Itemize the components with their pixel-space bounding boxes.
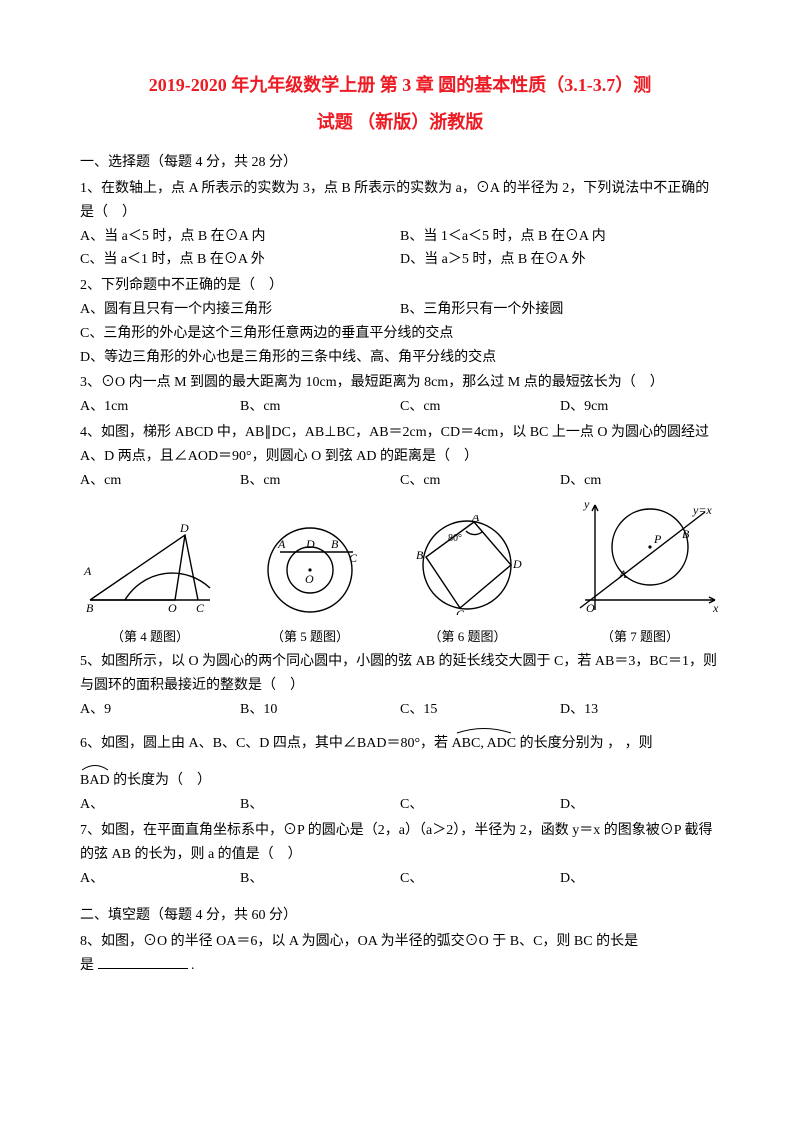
arc-bad-label: BAD — [80, 773, 110, 788]
figure-6-svg: A B C D 80° — [400, 515, 535, 615]
svg-text:B: B — [331, 537, 339, 551]
q4-option-a: A、cm — [80, 469, 240, 493]
title-line2: 试题 （新版）浙教版 — [80, 107, 720, 138]
figure-5-svg: A D B C O — [245, 520, 375, 615]
svg-text:O: O — [168, 601, 177, 615]
q6-text-a: 6、如图，圆上由 A、B、C、D 四点，其中∠BAD＝80°，若 — [80, 736, 448, 751]
q4-option-b: B、cm — [240, 469, 400, 493]
svg-text:A: A — [471, 515, 480, 524]
svg-text:80°: 80° — [448, 533, 462, 544]
arc-bad: BAD — [80, 769, 110, 793]
q7-option-a: A、 — [80, 867, 240, 891]
q2-option-d: D、等边三角形的外心也是三角形的三条中线、高、角平分线的交点 — [80, 346, 720, 370]
q3-option-a: A、1cm — [80, 395, 240, 419]
svg-text:O: O — [586, 601, 595, 615]
svg-text:D: D — [179, 521, 189, 535]
question-8-blank-prefix: 是 — [80, 958, 94, 973]
q2-option-b: B、三角形只有一个外接圆 — [400, 298, 720, 322]
svg-text:C: C — [349, 551, 358, 565]
svg-text:D: D — [305, 537, 315, 551]
question-5: 5、如图所示，以 O 为圆心的两个同心圆中，小圆的弦 AB 的延长线交大圆于 C… — [80, 650, 720, 721]
svg-text:y=x: y=x — [692, 503, 712, 517]
figure-4-caption: （第 4 题图） — [80, 626, 220, 648]
question-7-text: 7、如图，在平面直角坐标系中，⊙P 的圆心是（2，a）（a＞2），半径为 2，函… — [80, 819, 720, 867]
q6-text-b: 的长度分别为 ， ，则 — [520, 736, 653, 751]
q6-option-d: D、 — [560, 793, 720, 817]
svg-text:O: O — [305, 572, 314, 586]
section-2-heading: 二、填空题（每题 4 分，共 60 分） — [80, 904, 720, 928]
arc-abc-adc: ABC, ADC — [452, 732, 517, 756]
q1-option-a: A、当 a＜5 时，点 B 在⊙A 内 — [80, 225, 400, 249]
figure-7-caption: （第 7 题图） — [560, 626, 720, 648]
q4-option-d: D、cm — [560, 469, 720, 493]
svg-text:A: A — [618, 567, 627, 581]
question-3: 3、⊙O 内一点 M 到圆的最大距离为 10cm，最短距离为 8cm，那么过 M… — [80, 371, 720, 419]
svg-text:B: B — [86, 601, 94, 615]
figure-4: A D B O C （第 4 题图） — [80, 520, 220, 648]
q6-option-c: C、 — [400, 793, 560, 817]
q2-option-c: C、三角形的外心是这个三角形任意两边的垂直平分线的交点 — [80, 322, 720, 346]
q4-option-c: C、cm — [400, 469, 560, 493]
question-4-text: 4、如图，梯形 ABCD 中，AB∥DC，AB⊥BC，AB＝2cm，CD＝4cm… — [80, 421, 720, 469]
q1-option-c: C、当 a＜1 时，点 B 在⊙A 外 — [80, 248, 400, 272]
question-1-text: 1、在数轴上，点 A 所表示的实数为 3，点 B 所表示的实数为 a，⊙A 的半… — [80, 177, 720, 225]
q3-option-c: C、cm — [400, 395, 560, 419]
svg-text:A: A — [83, 564, 92, 578]
q7-option-d: D、 — [560, 867, 720, 891]
question-8-text-b: . — [191, 958, 195, 973]
svg-text:B: B — [682, 527, 690, 541]
svg-text:D: D — [512, 557, 522, 571]
question-5-text: 5、如图所示，以 O 为圆心的两个同心圆中，小圆的弦 AB 的延长线交大圆于 C… — [80, 650, 720, 698]
title-line1: 2019-2020 年九年级数学上册 第 3 章 圆的基本性质（3.1-3.7）… — [80, 70, 720, 101]
svg-text:y: y — [583, 500, 590, 511]
svg-text:B: B — [416, 548, 424, 562]
q3-option-d: D、9cm — [560, 395, 720, 419]
question-2: 2、下列命题中不正确的是（ ） A、圆有且只有一个内接三角形 B、三角形只有一个… — [80, 274, 720, 369]
figures-row: A D B O C （第 4 题图） A D B C O （第 5 题图） — [80, 500, 720, 648]
section-1-heading: 一、选择题（每题 4 分，共 28 分） — [80, 151, 720, 175]
question-1: 1、在数轴上，点 A 所表示的实数为 3，点 B 所表示的实数为 a，⊙A 的半… — [80, 177, 720, 272]
figure-4-svg: A D B O C — [80, 520, 220, 615]
svg-text:C: C — [196, 601, 205, 615]
arc-abc-adc-label: ABC, ADC — [452, 736, 517, 751]
q1-option-d: D、当 a＞5 时，点 B 在⊙A 外 — [400, 248, 720, 272]
fill-blank[interactable] — [98, 968, 188, 969]
question-3-text: 3、⊙O 内一点 M 到圆的最大距离为 10cm，最短距离为 8cm，那么过 M… — [80, 371, 720, 395]
question-2-text: 2、下列命题中不正确的是（ ） — [80, 274, 720, 298]
figure-6: A B C D 80° （第 6 题图） — [400, 515, 535, 648]
question-8: 8、如图，⊙O 的半径 OA＝6，以 A 为圆心，OA 为半径的弧交⊙O 于 B… — [80, 930, 720, 978]
q6-option-a: A、 — [80, 793, 240, 817]
svg-text:C: C — [456, 607, 465, 615]
figure-6-caption: （第 6 题图） — [400, 626, 535, 648]
q5-option-d: D、13 — [560, 698, 720, 722]
q6-text-c: 的长度为（ ） — [113, 773, 211, 788]
question-6: 6、如图，圆上由 A、B、C、D 四点，其中∠BAD＝80°，若 ABC, AD… — [80, 732, 720, 817]
figure-5: A D B C O （第 5 题图） — [245, 520, 375, 648]
q7-option-c: C、 — [400, 867, 560, 891]
question-6-text: 6、如图，圆上由 A、B、C、D 四点，其中∠BAD＝80°，若 ABC, AD… — [80, 732, 720, 756]
question-8-text-a: 8、如图，⊙O 的半径 OA＝6，以 A 为圆心，OA 为半径的弧交⊙O 于 B… — [80, 934, 638, 949]
svg-text:x: x — [712, 601, 719, 615]
q5-option-b: B、10 — [240, 698, 400, 722]
svg-text:A: A — [277, 537, 286, 551]
figure-7: x y O y=x P A B （第 7 题图） — [560, 500, 720, 648]
q1-option-b: B、当 1＜a＜5 时，点 B 在⊙A 内 — [400, 225, 720, 249]
q5-option-a: A、9 — [80, 698, 240, 722]
q3-option-b: B、cm — [240, 395, 400, 419]
svg-text:P: P — [653, 532, 662, 546]
q7-option-b: B、 — [240, 867, 400, 891]
q2-option-a: A、圆有且只有一个内接三角形 — [80, 298, 400, 322]
question-7: 7、如图，在平面直角坐标系中，⊙P 的圆心是（2，a）（a＞2），半径为 2，函… — [80, 819, 720, 890]
figure-5-caption: （第 5 题图） — [245, 626, 375, 648]
question-4: 4、如图，梯形 ABCD 中，AB∥DC，AB⊥BC，AB＝2cm，CD＝4cm… — [80, 421, 720, 492]
q6-option-b: B、 — [240, 793, 400, 817]
figure-7-svg: x y O y=x P A B — [560, 500, 720, 615]
q5-option-c: C、15 — [400, 698, 560, 722]
